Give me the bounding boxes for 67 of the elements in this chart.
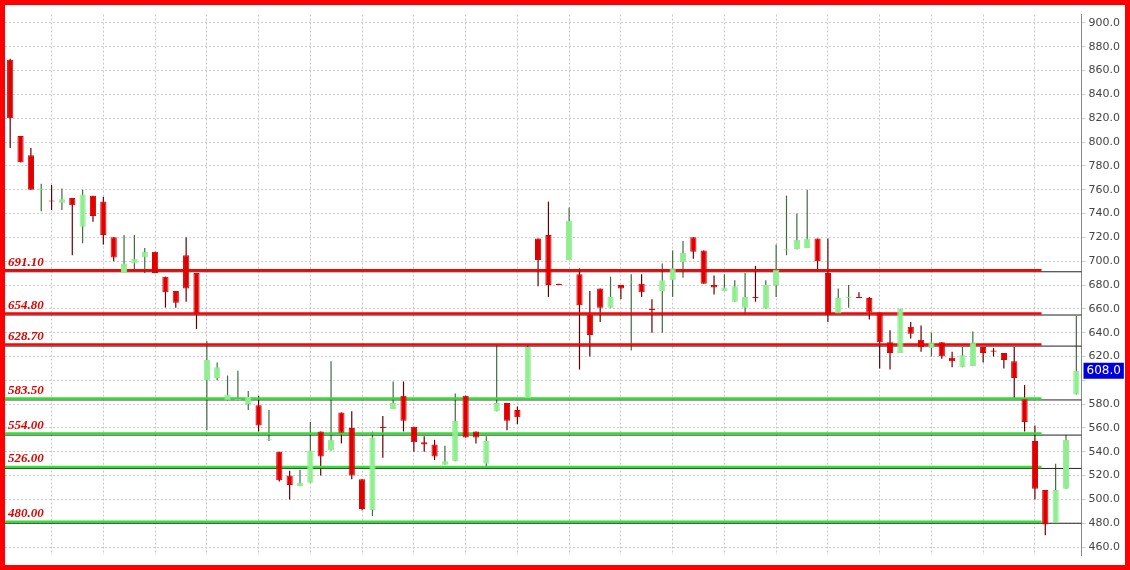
- candlestick: [327, 360, 335, 452]
- y-tick-label: 500.0: [1088, 492, 1121, 506]
- ref-line-label: 554.00: [8, 416, 45, 432]
- candlestick: [69, 197, 76, 256]
- candlestick: [969, 330, 976, 367]
- y-tick-label: 880.0: [1088, 39, 1121, 53]
- candlestick: [390, 380, 397, 410]
- y-tick-label: 840.0: [1088, 87, 1121, 101]
- y-tick-label: 580.0: [1088, 396, 1121, 410]
- candlestick: [773, 243, 780, 298]
- candlestick: [928, 332, 935, 358]
- candlestick: [1073, 315, 1080, 396]
- candlestick: [89, 195, 97, 223]
- candlestick: [814, 237, 821, 272]
- ref-line-label: 526.00: [8, 450, 45, 466]
- y-tick-label: 480.0: [1088, 516, 1121, 530]
- candlestick: [617, 284, 624, 300]
- candlestick: [534, 237, 542, 287]
- candlestick: [400, 380, 407, 433]
- candlestick: [917, 324, 925, 353]
- y-tick-label: 460.0: [1088, 539, 1121, 553]
- y-tick-label: 700.0: [1088, 254, 1121, 268]
- candlestick: [131, 234, 138, 272]
- y-tick-label: 620.0: [1088, 349, 1121, 363]
- candlestick: [597, 287, 604, 323]
- ref-line-label: 480.00: [7, 505, 45, 521]
- candlestick: [483, 435, 490, 468]
- candlestick: [586, 290, 593, 358]
- y-tick-label: 780.0: [1088, 158, 1121, 172]
- y-tick-label: 720.0: [1088, 230, 1121, 244]
- candlestick: [659, 262, 666, 334]
- candlestick: [255, 395, 262, 433]
- candlestick: [58, 187, 66, 211]
- candlestick: [607, 276, 614, 309]
- y-tick-label: 520.0: [1088, 468, 1121, 482]
- candlestick: [203, 340, 210, 431]
- ref-line-label: 654.80: [8, 296, 45, 312]
- candlestick: [886, 329, 894, 371]
- candlestick: [162, 276, 169, 309]
- y-tick-label: 560.0: [1088, 420, 1121, 434]
- candlestick: [1011, 346, 1018, 399]
- ref-line-label: 583.50: [8, 381, 45, 397]
- y-tick-label: 900.0: [1088, 15, 1121, 29]
- annotation: 608.0: [1086, 362, 1121, 377]
- y-tick-label: 800.0: [1088, 134, 1121, 148]
- candlestick: [141, 247, 148, 274]
- y-tick-label: 860.0: [1088, 63, 1121, 77]
- candlestick: [669, 249, 676, 298]
- candlestick: [762, 279, 769, 310]
- y-tick-label: 540.0: [1088, 444, 1121, 458]
- candlestick: [835, 287, 842, 315]
- y-tick-label: 740.0: [1088, 206, 1121, 220]
- ref-line-label: 691.10: [8, 253, 45, 269]
- candlestick: [245, 390, 252, 411]
- candlestick: [638, 273, 645, 298]
- ref-line-label: 628.70: [8, 327, 45, 343]
- candlestick: [317, 430, 324, 477]
- y-tick-label: 820.0: [1088, 111, 1121, 125]
- y-tick-label: 640.0: [1088, 325, 1121, 339]
- y-tick-label: 660.0: [1088, 301, 1121, 315]
- candlestick: [503, 402, 511, 431]
- candlestick: [224, 374, 231, 402]
- candlestick: [1021, 384, 1028, 433]
- candlestick: [410, 426, 417, 453]
- y-tick-label: 680.0: [1088, 277, 1121, 291]
- candlestick: [431, 439, 438, 461]
- y-tick-label: 760.0: [1088, 182, 1121, 196]
